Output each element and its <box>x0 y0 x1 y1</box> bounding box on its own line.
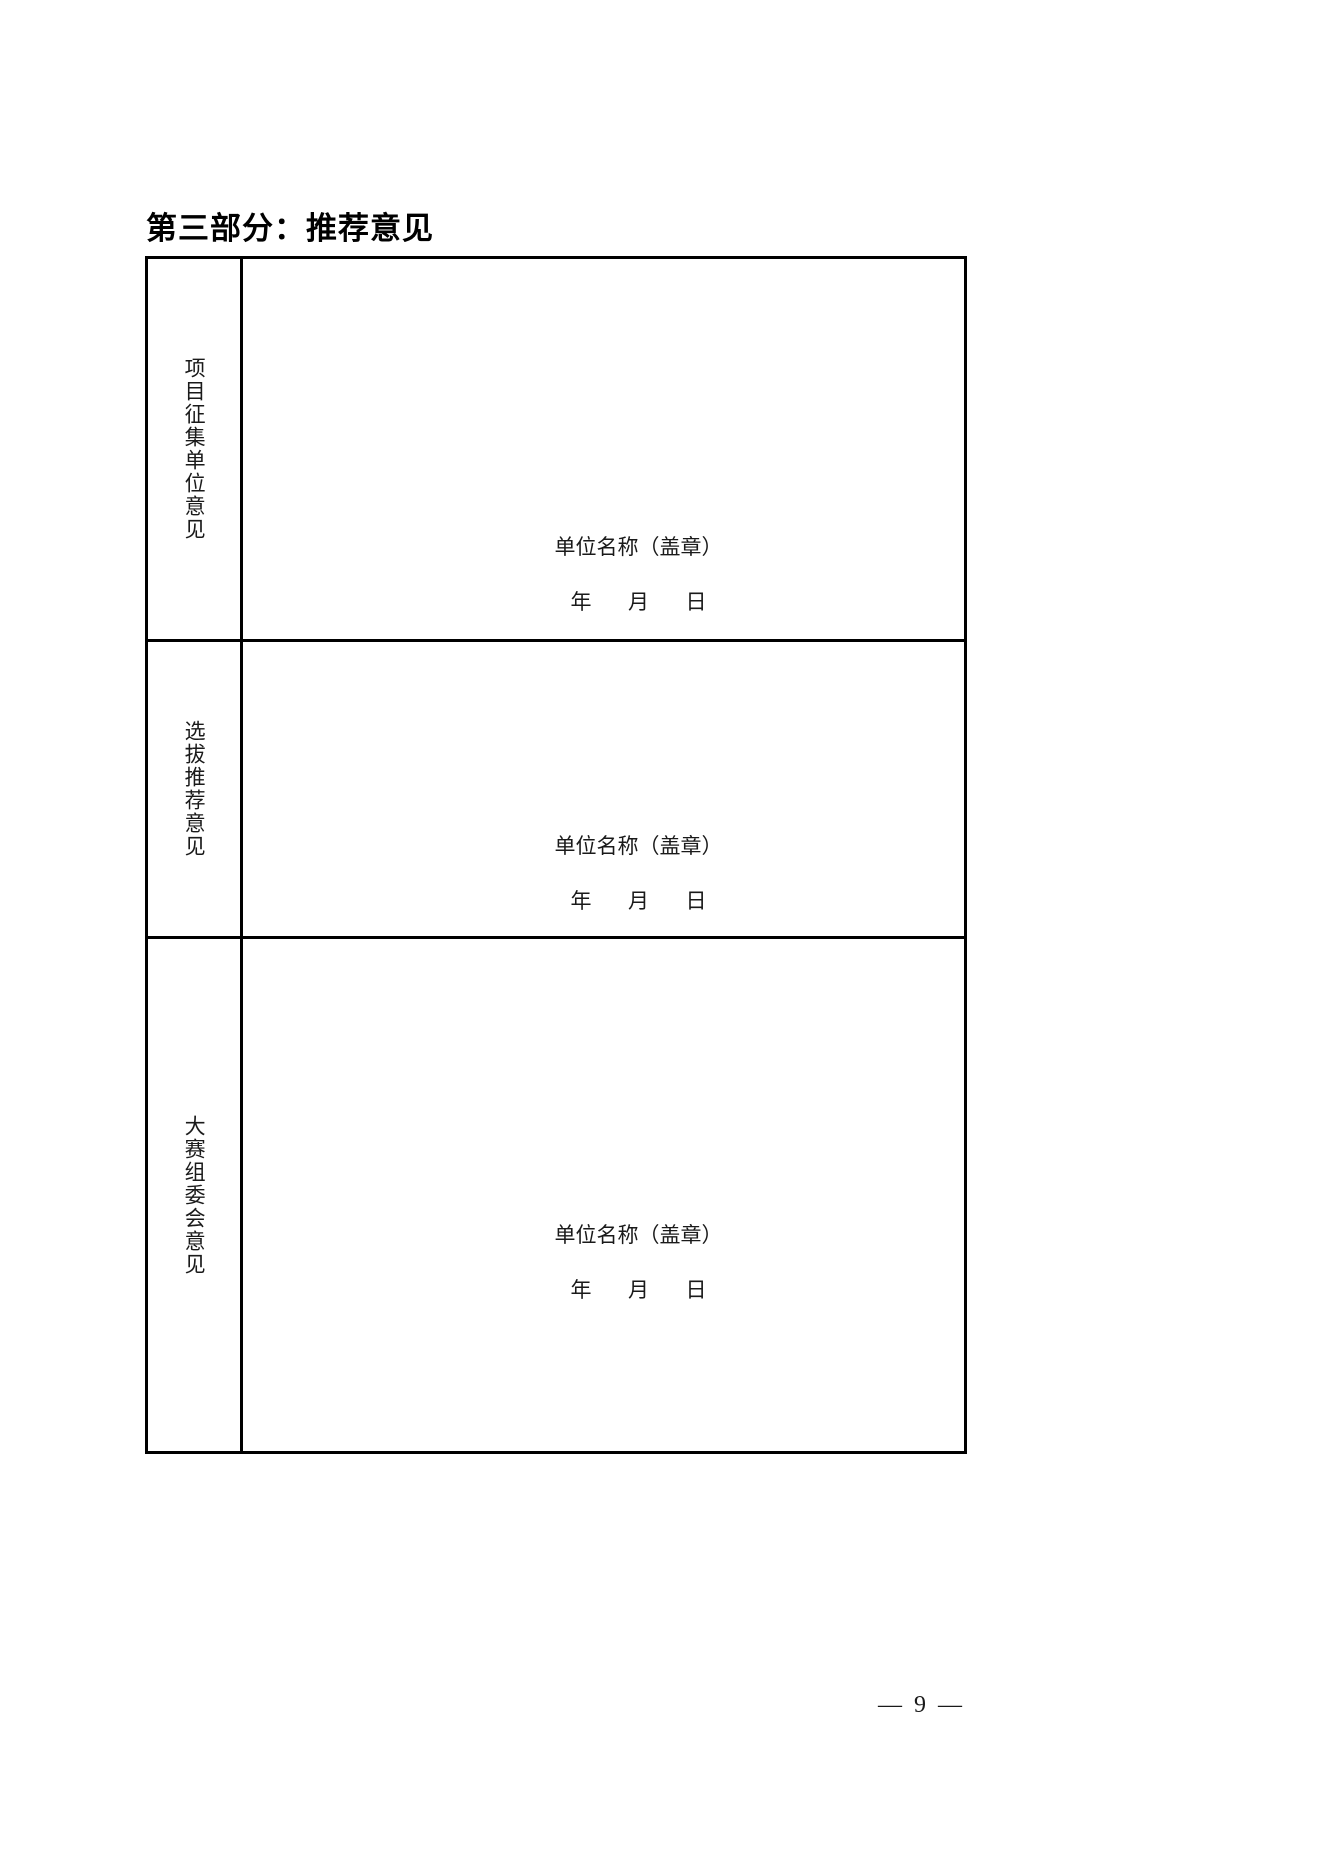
row-label-project-collection-unit: 项目征集单位意见 <box>145 256 243 642</box>
date-day-label: 日 <box>685 888 707 913</box>
date-line: 年 月 日 <box>243 889 964 914</box>
signature-block: 单位名称（盖章） 年 月 日 <box>243 535 964 615</box>
row-label-text: 选拔推荐意见 <box>182 720 207 858</box>
date-year-label: 年 <box>570 888 592 913</box>
date-month-label: 月 <box>628 1277 649 1302</box>
date-line: 年 月 日 <box>243 590 964 615</box>
vertical-label-wrapper: 项目征集单位意见 <box>148 259 240 639</box>
date-month-label: 月 <box>628 589 649 614</box>
date-year-label: 年 <box>570 589 592 614</box>
opinion-content-area-project-collection-unit[interactable]: 单位名称（盖章） 年 月 日 <box>240 256 967 642</box>
signature-block: 单位名称（盖章） 年 月 日 <box>243 1223 964 1303</box>
signature-block: 单位名称（盖章） 年 月 日 <box>243 834 964 914</box>
table-row: 选拔推荐意见 单位名称（盖章） 年 月 日 <box>145 639 967 939</box>
row-label-text: 大赛组委会意见 <box>182 1114 207 1276</box>
date-month-label: 月 <box>628 888 649 913</box>
vertical-label-wrapper: 选拔推荐意见 <box>148 642 240 936</box>
vertical-label-wrapper: 大赛组委会意见 <box>148 939 240 1451</box>
unit-name-seal-line: 单位名称（盖章） <box>554 833 723 858</box>
date-line: 年 月 日 <box>243 1278 964 1303</box>
table-row: 项目征集单位意见 单位名称（盖章） 年 月 日 <box>145 256 967 642</box>
row-label-organizing-committee: 大赛组委会意见 <box>145 936 243 1454</box>
opinion-content-area-selection-recommendation[interactable]: 单位名称（盖章） 年 月 日 <box>240 639 967 939</box>
page-title: 第三部分：推荐意见 <box>146 211 434 247</box>
page-number-footer: — 9 — <box>878 1692 965 1718</box>
row-label-text: 项目征集单位意见 <box>182 357 207 541</box>
unit-name-seal-line: 单位名称（盖章） <box>554 534 723 559</box>
table-row: 大赛组委会意见 单位名称（盖章） 年 月 日 <box>145 936 967 1454</box>
opinion-content-area-organizing-committee[interactable]: 单位名称（盖章） 年 月 日 <box>240 936 967 1454</box>
unit-name-seal-line: 单位名称（盖章） <box>554 1222 723 1247</box>
date-day-label: 日 <box>685 1277 707 1302</box>
recommendation-opinions-table: 项目征集单位意见 单位名称（盖章） 年 月 日 <box>145 256 967 1454</box>
date-day-label: 日 <box>685 589 707 614</box>
date-year-label: 年 <box>570 1277 592 1302</box>
row-label-selection-recommendation: 选拔推荐意见 <box>145 639 243 939</box>
